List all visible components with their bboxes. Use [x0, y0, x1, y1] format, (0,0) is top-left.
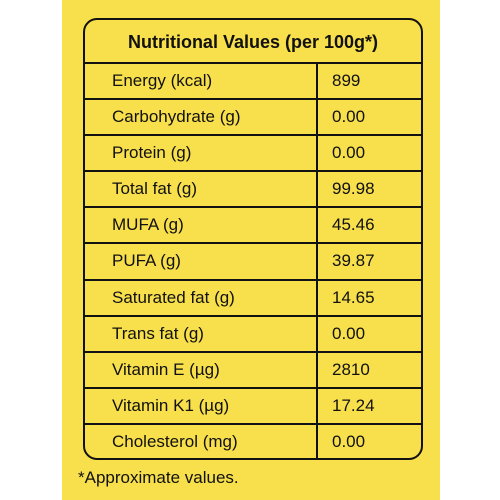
nutrient-value: 39.87	[332, 251, 375, 271]
nutrient-value: 14.65	[332, 287, 375, 307]
nutrient-name: Energy (kcal)	[85, 64, 318, 99]
nutrient-name: MUFA (g)	[85, 208, 318, 243]
nutrient-value: 45.46	[332, 215, 375, 235]
nutrient-name: Total fat (g)	[85, 172, 318, 207]
table-row: Vitamin E (µg) 2810	[85, 352, 421, 389]
table-row: Cholesterol (mg) 0.00	[85, 424, 421, 458]
nutrient-value: 0.00	[332, 431, 366, 451]
table-row: Trans fat (g) 0.00	[85, 316, 421, 353]
nutrient-value: 899	[332, 71, 361, 90]
table-row: Carbohydrate (g) 0.00	[85, 100, 421, 137]
table-row: Energy (kcal) 899	[85, 64, 421, 101]
table-row: MUFA (g) 45.46	[85, 208, 421, 245]
nutrient-name: Vitamin K1 (µg)	[85, 388, 318, 423]
nutrient-value: 99.98	[332, 179, 375, 199]
nutrition-table: Nutritional Values (per 100g*) Energy (k…	[83, 18, 423, 460]
table-row: Total fat (g) 99.98	[85, 172, 421, 209]
nutrient-value: 2810	[332, 359, 370, 379]
footnote: *Approximate values.	[78, 468, 239, 487]
table-body: Energy (kcal) 899 Carbohydrate (g) 0.00 Prot…	[85, 64, 421, 458]
nutrient-value: 0.00	[332, 107, 366, 127]
table-title: Nutritional Values (per 100g*)	[85, 20, 421, 64]
nutrient-value: 17.24	[332, 395, 375, 415]
table-row: Protein (g) 0.00	[85, 136, 421, 173]
table-row: PUFA (g) 39.87	[85, 244, 421, 281]
nutrient-name: Saturated fat (g)	[85, 280, 318, 315]
table-row: Vitamin K1 (µg) 17.24	[85, 388, 421, 425]
nutrient-value: 0.00	[332, 323, 366, 343]
nutrient-name: Trans fat (g)	[85, 316, 318, 351]
nutrient-name: Vitamin E (µg)	[85, 352, 318, 387]
nutrient-value: 0.00	[332, 143, 366, 163]
nutrient-name: PUFA (g)	[85, 244, 318, 279]
nutrient-name: Protein (g)	[85, 136, 318, 171]
nutrient-name: Cholesterol (mg)	[85, 424, 318, 458]
nutrient-name: Carbohydrate (g)	[85, 100, 318, 135]
label-panel	[62, 0, 440, 500]
table-row: Saturated fat (g) 14.65	[85, 280, 421, 317]
